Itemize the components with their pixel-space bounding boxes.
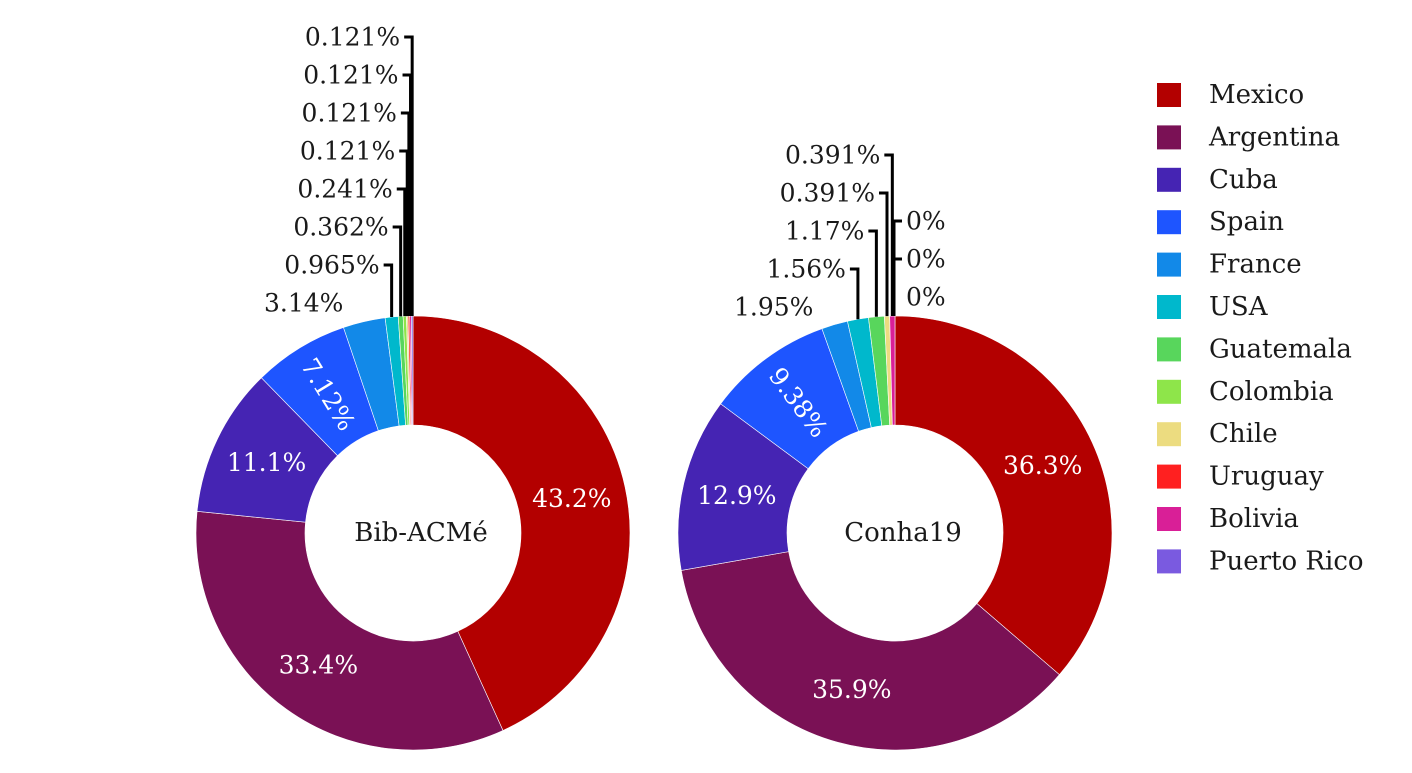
slice-label-chile: 0.121% (300, 137, 395, 166)
center-label: Bib-ACMé (354, 518, 488, 548)
slice-argentina (195, 511, 504, 751)
legend-swatch-uruguay (1157, 464, 1181, 489)
legend: Mexico Argentina Cuba Spain France USA Guatema… (1157, 80, 1364, 576)
slice-bolivia (889, 315, 896, 426)
leader-line-guatemala (868, 229, 878, 317)
leader-line-bolivia (884, 153, 894, 317)
legend-label-mexico: Mexico (1209, 80, 1304, 110)
leader-line-puerto-rico (404, 35, 414, 317)
legend-swatch-chile (1157, 422, 1181, 447)
legend-swatch-bolivia (1157, 507, 1181, 531)
slice-label-usa: 1.56% (766, 255, 845, 284)
leader-line-usa (849, 267, 860, 320)
slice-label-chile: 0.391% (780, 179, 875, 208)
center-label: Conha19 (844, 518, 962, 548)
leader-line-chile (399, 149, 409, 317)
leader-line-uruguay (892, 257, 902, 316)
legend-label-argentina: Argentina (1208, 122, 1340, 152)
slice-label-france: 1.95% (734, 293, 813, 322)
slice-label-cuba: 11.1% (227, 448, 306, 477)
slice-label-bolivia: 0.391% (785, 141, 880, 170)
legend-label-chile: Chile (1209, 419, 1278, 449)
leader-line-bolivia (402, 73, 413, 317)
slice-label-argentina: 35.9% (812, 675, 891, 704)
slice-label-argentina: 33.4% (279, 651, 358, 680)
legend-label-bolivia: Bolivia (1209, 504, 1299, 534)
donut-chart-bib-acme: 43.2%33.4%11.1%7.12%0.121%0.121%0.121%0.… (195, 23, 631, 751)
slice-label-colombia: 0% (906, 207, 946, 236)
legend-swatch-mexico (1157, 83, 1181, 107)
legend-label-cuba: Cuba (1209, 165, 1278, 195)
slice-label-france: 3.14% (264, 289, 343, 318)
slice-label-uruguay: 0% (906, 245, 946, 274)
slice-label-puerto-rico: 0.121% (305, 23, 400, 52)
legend-swatch-usa (1157, 295, 1181, 319)
leader-line-guatemala (392, 225, 403, 317)
legend-swatch-france (1157, 252, 1181, 277)
legend-swatch-guatemala (1157, 337, 1181, 362)
slice-mexico (412, 315, 631, 731)
leader-line-uruguay (400, 111, 411, 317)
slice-label-mexico: 43.2% (532, 484, 611, 513)
legend-swatch-argentina (1157, 125, 1181, 150)
slice-label-guatemala: 0.362% (293, 213, 388, 242)
slice-label-mexico: 36.3% (1003, 451, 1082, 480)
slice-label-bolivia: 0.121% (303, 61, 398, 90)
legend-label-usa: USA (1209, 292, 1269, 322)
legend-label-france: France (1209, 250, 1302, 280)
legend-label-uruguay: Uruguay (1209, 462, 1324, 492)
slice-mexico (894, 315, 1113, 676)
legend-swatch-cuba (1157, 167, 1181, 192)
donut-chart-conha19: 36.3%35.9%12.9%9.38%0.391%0.391%1.17%1.5… (677, 141, 1113, 751)
slice-label-uruguay: 0.121% (302, 99, 397, 128)
slice-label-cuba: 12.9% (697, 481, 776, 510)
legend-swatch-spain (1157, 210, 1181, 235)
legend-label-puerto-rico: Puerto Rico (1209, 546, 1364, 576)
slice-argentina (680, 551, 1060, 751)
legend-label-colombia: Colombia (1209, 377, 1334, 407)
slice-label-colombia: 0.241% (297, 175, 392, 204)
leader-line-colombia (396, 187, 407, 317)
slice-label-usa: 0.965% (284, 251, 379, 280)
legend-label-guatemala: Guatemala (1209, 334, 1352, 364)
slice-label-puerto-rico: 0% (906, 283, 946, 312)
legend-swatch-puerto-rico (1157, 549, 1181, 574)
slice-label-guatemala: 1.17% (785, 217, 864, 246)
leader-line-chile (879, 191, 889, 317)
legend-label-spain: Spain (1209, 207, 1284, 237)
legend-swatch-colombia (1157, 379, 1181, 404)
leader-line-usa (383, 263, 394, 318)
